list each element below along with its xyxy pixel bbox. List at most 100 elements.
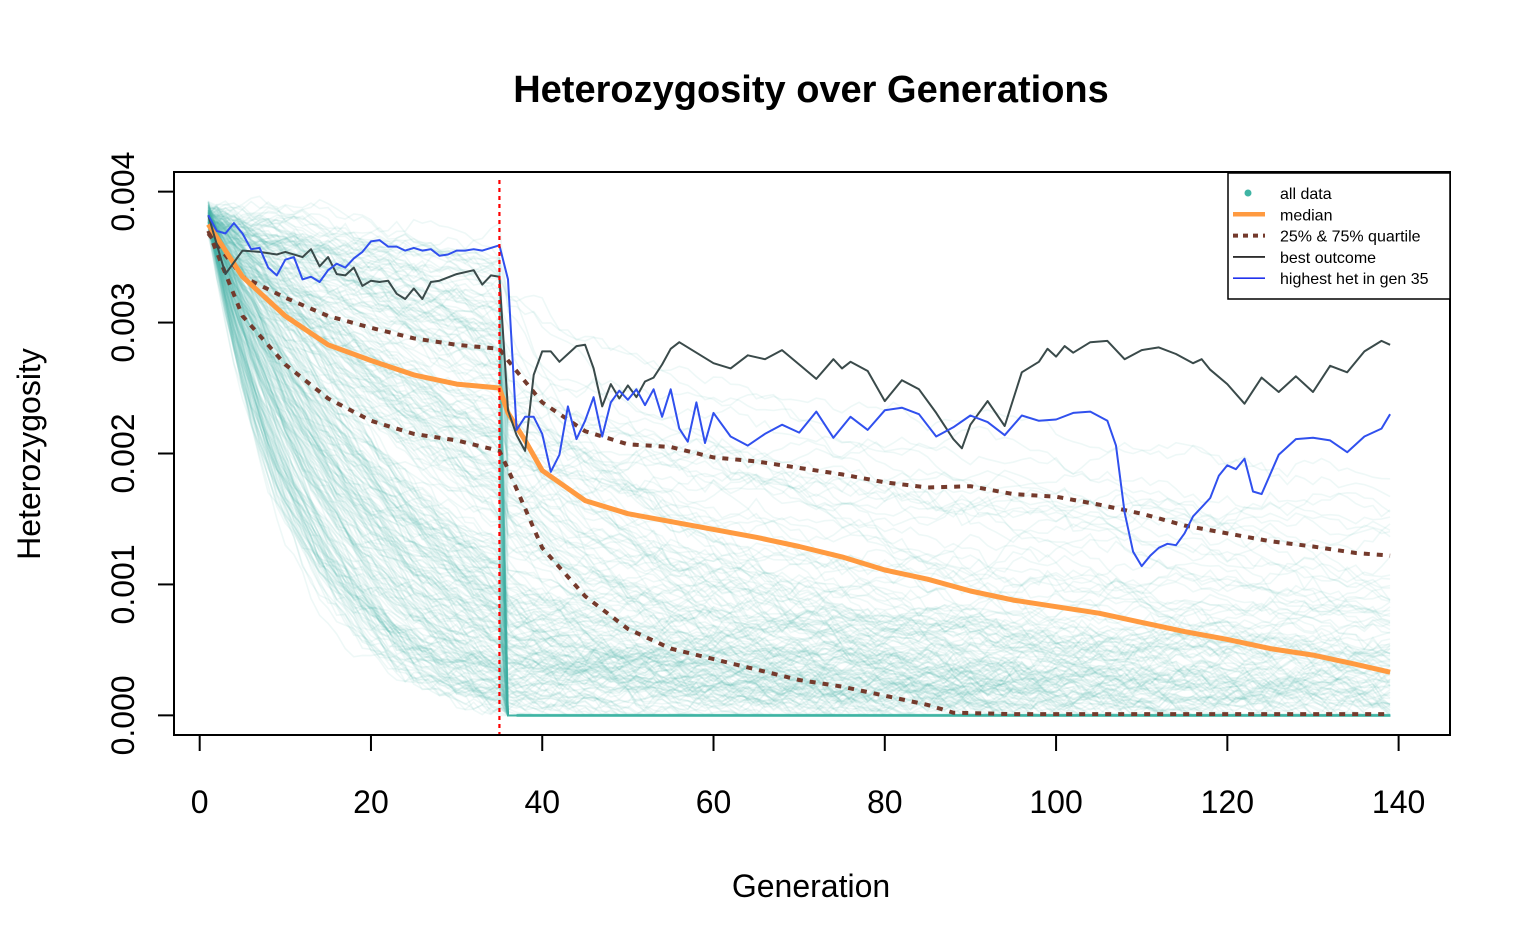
all-data-line: [207, 212, 1391, 715]
series-layer: [206, 214, 1391, 717]
all-data-line: [207, 213, 1391, 717]
all-data-line: [207, 217, 1391, 697]
all-data-line: [207, 208, 1391, 713]
all-data-line: [207, 226, 1391, 708]
all-data-line: [207, 211, 1391, 707]
all-data-line: [207, 210, 1391, 717]
all-data-line: [207, 233, 1391, 671]
all-data-line: [207, 209, 1391, 705]
x-tick-label: 120: [1201, 784, 1254, 820]
x-axis-label: Generation: [732, 868, 890, 904]
highest-het-line: [207, 214, 1391, 568]
y-tick-label: 0.000: [105, 675, 141, 755]
all-data-line: [207, 212, 1391, 480]
all-data-line: [207, 215, 1391, 717]
all-data-line: [207, 221, 1391, 717]
all-data-line: [208, 207, 1391, 608]
all-data-line: [207, 213, 1391, 717]
all-data-line: [207, 209, 1391, 534]
all-data-line: [207, 212, 1391, 712]
all-data-line: [207, 221, 1391, 709]
legend-label: highest het in gen 35: [1280, 271, 1429, 288]
all-data-line: [208, 218, 1391, 683]
all-data-line: [207, 212, 1391, 696]
all-data-line: [207, 203, 1391, 717]
all-data-line: [208, 227, 1391, 678]
x-tick-label: 80: [867, 784, 903, 820]
x-tick-label: 20: [353, 784, 389, 820]
all-data-line: [207, 224, 1391, 627]
median-line: [206, 223, 1391, 675]
all-data-line: [208, 204, 1391, 549]
all-data-line: [207, 206, 1391, 642]
all-data-line: [207, 211, 1391, 661]
all-data-line: [207, 222, 1391, 717]
all-data-line: [207, 221, 1391, 717]
all-data-line: [207, 211, 1391, 711]
chart-title: Heterozygosity over Generations: [513, 69, 1109, 111]
all-data-line: [207, 203, 1391, 624]
all-data-line: [207, 211, 1391, 675]
all-data-line: [207, 221, 1391, 627]
all-data-line: [207, 213, 1391, 692]
all-data-line: [207, 203, 1391, 690]
all-data-line: [207, 210, 1391, 687]
all-data-line: [207, 209, 1391, 713]
all-data-line: [208, 207, 1391, 698]
all-data-line: [208, 210, 1391, 578]
all-data-line: [207, 223, 1391, 677]
all-data-line: [207, 218, 1391, 631]
all-data-line: [208, 222, 1391, 716]
x-tick-label: 0: [191, 784, 209, 820]
all-data-line: [207, 221, 1391, 655]
y-tick-label: 0.004: [105, 152, 141, 232]
all-data-line: [208, 207, 1391, 604]
all-data-line: [207, 205, 1391, 685]
legend-swatch-all-data: [1244, 189, 1252, 197]
all-data-line: [207, 224, 1391, 717]
x-tick-label: 60: [696, 784, 732, 820]
x-tick-label: 40: [524, 784, 560, 820]
all-data-line: [208, 222, 1391, 714]
y-tick-label: 0.003: [105, 283, 141, 363]
all-data-line: [207, 218, 1391, 635]
all-data-line: [207, 201, 1391, 677]
all-data-line: [207, 214, 1391, 717]
all-data-line: [207, 215, 1391, 537]
all-data-line: [207, 226, 1391, 535]
all-data-line: [207, 205, 1391, 717]
all-data-line: [207, 209, 1391, 715]
legend-label: median: [1280, 207, 1332, 224]
all-data-line: [207, 226, 1391, 663]
y-tick-label: 0.001: [105, 544, 141, 624]
all-data-line: [207, 224, 1391, 596]
all-data-line: [207, 206, 1391, 706]
y-axis-label: Heterozygosity: [11, 348, 47, 560]
all-data-line: [207, 204, 1391, 698]
all-data-line: [207, 215, 1391, 613]
all-data-line: [207, 215, 1391, 717]
all-data-line: [207, 212, 1391, 589]
all-data-line: [207, 225, 1391, 686]
quartile-75-line: [206, 232, 1391, 558]
all-data-line: [207, 231, 1391, 696]
all-data-line: [207, 215, 1391, 612]
all-data-line: [207, 219, 1391, 699]
all-data-line: [207, 224, 1391, 717]
all-data-line: [207, 206, 1391, 689]
all-data-line: [208, 213, 1391, 625]
y-tick-label: 0.002: [105, 413, 141, 493]
x-tick-label: 100: [1029, 784, 1082, 820]
quartile-25-line: [206, 230, 1391, 717]
legend-label: best outcome: [1280, 250, 1376, 267]
all-data-cloud: [207, 195, 1391, 717]
legend-label: 25% & 75% quartile: [1280, 229, 1421, 246]
all-data-line: [207, 215, 1391, 717]
all-data-line: [207, 214, 1391, 717]
all-data-line: [207, 221, 1391, 584]
all-data-line: [207, 207, 1391, 717]
all-data-line: [207, 205, 1391, 662]
all-data-line: [207, 214, 1391, 628]
all-data-line: [208, 210, 1391, 699]
